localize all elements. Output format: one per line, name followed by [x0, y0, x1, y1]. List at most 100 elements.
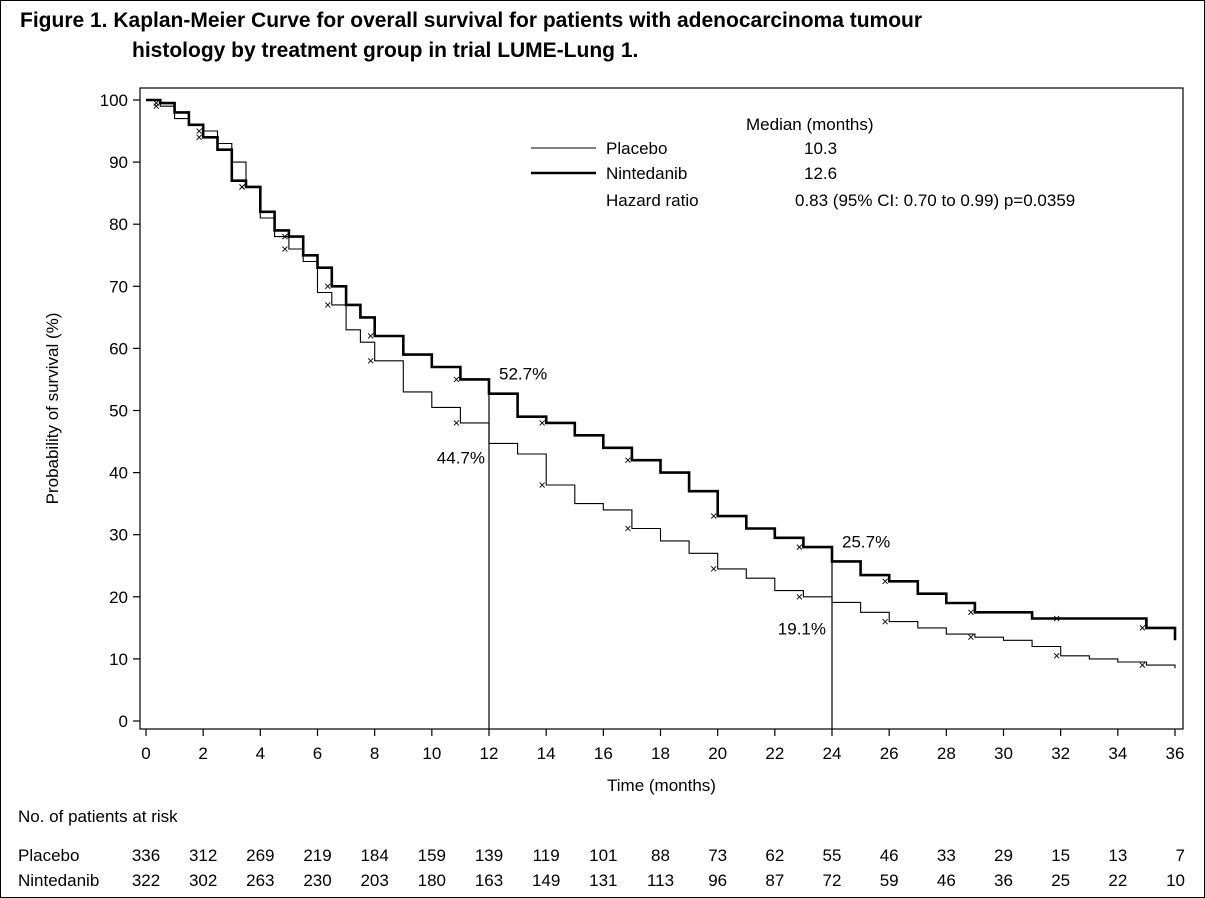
x-tick-label: 4 — [256, 744, 265, 763]
risk-count: 25 — [1051, 871, 1070, 890]
x-tick-label: 14 — [537, 744, 556, 763]
risk-count: 219 — [303, 846, 331, 865]
censor-mark — [968, 609, 974, 616]
censor-mark — [539, 420, 545, 426]
figure-title-line1: Figure 1. Kaplan-Meier Curve for overall… — [20, 9, 923, 32]
censor-mark — [453, 376, 460, 383]
risk-count: 73 — [708, 846, 727, 865]
x-tick-label: 6 — [313, 744, 322, 763]
x-tick-label: 34 — [1108, 744, 1127, 763]
legend-median-header: Median (months) — [746, 115, 874, 134]
y-tick-label: 50 — [109, 402, 128, 421]
censor-mark — [710, 513, 717, 519]
y-tick-label: 90 — [109, 153, 128, 172]
risk-count: 72 — [823, 871, 842, 890]
risk-count: 10 — [1166, 871, 1185, 890]
risk-count: 139 — [475, 846, 503, 865]
censor-mark — [1053, 652, 1060, 659]
x-tick-label: 16 — [594, 744, 613, 763]
risk-count: 46 — [937, 871, 956, 890]
risk-row-label-nintedanib: Nintedanib — [18, 871, 99, 890]
risk-count: 322 — [132, 871, 160, 890]
censor-mark — [539, 482, 545, 488]
x-tick-label: 2 — [198, 744, 207, 763]
risk-count: 33 — [937, 846, 956, 865]
x-tick-label: 24 — [823, 744, 842, 763]
censor-mark — [153, 100, 160, 106]
risk-count: 55 — [823, 846, 842, 865]
risk-count: 263 — [246, 871, 274, 890]
risk-count: 101 — [589, 846, 617, 865]
x-tick-label: 12 — [480, 744, 499, 763]
risk-count: 36 — [994, 871, 1013, 890]
risk-count: 336 — [132, 846, 160, 865]
x-tick-label: 8 — [370, 744, 379, 763]
censor-mark — [1139, 662, 1146, 668]
risk-count: 59 — [880, 871, 899, 890]
censor-mark — [282, 233, 288, 240]
censor-mark — [367, 358, 374, 364]
legend-placebo-label: Placebo — [606, 139, 667, 158]
censor-mark — [367, 333, 374, 339]
censor-mark — [625, 525, 631, 532]
censor-mark — [882, 578, 888, 585]
annotation-label: 19.1% — [778, 619, 826, 638]
y-tick-label: 100 — [100, 91, 128, 110]
risk-row-label-placebo: Placebo — [18, 846, 79, 865]
y-tick-label: 70 — [109, 277, 128, 296]
risk-count: 88 — [651, 846, 670, 865]
risk-count: 312 — [189, 846, 217, 865]
legend-nintedanib-label: Nintedanib — [606, 164, 687, 183]
annotation-label: 52.7% — [499, 365, 547, 384]
risk-count: 230 — [303, 871, 331, 890]
risk-count: 46 — [880, 846, 899, 865]
censor-mark — [196, 128, 202, 134]
censor-mark — [324, 283, 331, 290]
risk-count: 62 — [765, 846, 784, 865]
risk-count: 159 — [418, 846, 446, 865]
survival-curve-nintedanib — [146, 98, 1177, 641]
risk-count: 96 — [708, 871, 727, 890]
censor-mark — [625, 457, 631, 463]
censor-mark — [968, 634, 974, 640]
x-tick-label: 28 — [937, 744, 956, 763]
y-tick-label: 20 — [109, 588, 128, 607]
y-tick-label: 0 — [119, 712, 128, 731]
legend-hr-value: 0.83 (95% CI: 0.70 to 0.99) p=0.0359 — [795, 191, 1075, 210]
legend-placebo-median: 10.3 — [804, 139, 837, 158]
y-axis-label: Probability of survival (%) — [43, 313, 62, 505]
risk-count: 22 — [1108, 871, 1127, 890]
risk-count: 163 — [475, 871, 503, 890]
legend-nintedanib-median: 12.6 — [804, 164, 837, 183]
risk-count: 29 — [994, 846, 1013, 865]
x-tick-label: 18 — [651, 744, 670, 763]
x-tick-label: 36 — [1166, 744, 1185, 763]
risk-count: 119 — [533, 846, 560, 865]
risk-count: 203 — [360, 871, 388, 890]
risk-count: 269 — [246, 846, 274, 865]
annotation-label: 44.7% — [437, 448, 485, 467]
risk-count: 184 — [360, 846, 388, 865]
figure-title-line2: histology by treatment group in trial LU… — [132, 39, 639, 62]
y-tick-label: 10 — [109, 650, 128, 669]
annotation-label: 25.7% — [842, 532, 890, 551]
risk-count: 113 — [647, 871, 674, 890]
figure-title: Figure 1. Kaplan-Meier Curve for overall… — [20, 6, 1180, 66]
x-tick-label: 26 — [880, 744, 899, 763]
risk-count: 180 — [418, 871, 446, 890]
x-axis-label: Time (months) — [607, 776, 716, 795]
risk-table-header: No. of patients at risk — [18, 807, 178, 826]
risk-count: 87 — [765, 871, 784, 890]
x-tick-label: 32 — [1051, 744, 1070, 763]
x-tick-label: 20 — [708, 744, 727, 763]
risk-count: 13 — [1108, 846, 1127, 865]
x-tick-label: 22 — [765, 744, 784, 763]
censor-mark — [1139, 625, 1146, 631]
censor-mark — [1053, 615, 1060, 622]
risk-count: 131 — [589, 871, 617, 890]
censor-mark — [710, 566, 717, 572]
censor-mark — [453, 420, 460, 426]
risk-count: 7 — [1176, 846, 1185, 865]
risk-count: 149 — [532, 871, 560, 890]
